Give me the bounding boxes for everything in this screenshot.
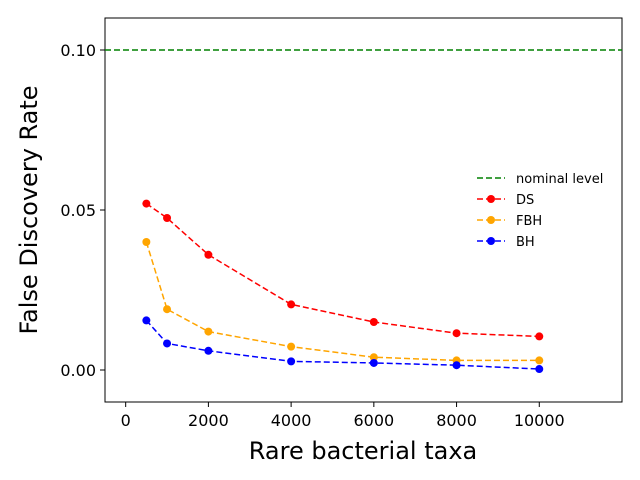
data-point-bh xyxy=(287,357,296,366)
legend: nominal level DS FBH BH xyxy=(477,172,603,250)
data-point-fbh xyxy=(369,353,378,362)
y-tick-label: 0.10 xyxy=(60,41,96,60)
y-tick-label: 0.05 xyxy=(60,201,96,220)
legend-swatch-marker xyxy=(487,216,495,224)
x-tick-label: 0 xyxy=(121,411,131,430)
y-axis-ticks: 0.00 0.05 0.10 xyxy=(60,41,105,380)
x-tick-label: 8000 xyxy=(436,411,477,430)
legend-label: FBH xyxy=(516,214,542,229)
data-point-fbh xyxy=(204,327,213,336)
x-tick-label: 10000 xyxy=(514,411,565,430)
legend-swatch-marker xyxy=(487,237,495,245)
series-layer xyxy=(142,199,544,374)
data-point-bh xyxy=(369,358,378,367)
data-point-ds xyxy=(452,329,461,338)
data-point-fbh xyxy=(142,238,151,246)
y-axis-title: False Discovery Rate xyxy=(15,85,43,334)
x-tick-label: 4000 xyxy=(271,411,312,430)
data-point-ds xyxy=(163,214,172,222)
data-point-fbh xyxy=(287,342,296,351)
data-point-bh xyxy=(535,365,544,374)
x-tick-label: 2000 xyxy=(188,411,229,430)
data-point-ds xyxy=(287,300,296,309)
legend-label: BH xyxy=(516,235,535,250)
y-tick-label: 0.00 xyxy=(60,361,96,380)
data-point-fbh xyxy=(163,305,172,314)
data-point-bh xyxy=(452,361,461,370)
data-point-ds xyxy=(142,199,151,208)
legend-label: nominal level xyxy=(516,172,603,187)
data-point-ds xyxy=(204,250,213,259)
data-point-ds xyxy=(369,318,378,326)
data-point-ds xyxy=(535,332,544,341)
data-point-bh xyxy=(163,339,172,348)
data-point-bh xyxy=(204,346,213,355)
plot-area xyxy=(104,17,623,403)
legend-swatch-marker xyxy=(487,195,495,203)
x-axis-ticks: 0 2000 4000 6000 8000 10000 xyxy=(121,402,565,430)
x-axis-title: Rare bacterial taxa xyxy=(249,437,477,465)
data-point-bh xyxy=(142,316,151,325)
data-point-fbh xyxy=(535,356,544,365)
x-tick-label: 6000 xyxy=(353,411,394,430)
legend-label: DS xyxy=(516,193,534,208)
